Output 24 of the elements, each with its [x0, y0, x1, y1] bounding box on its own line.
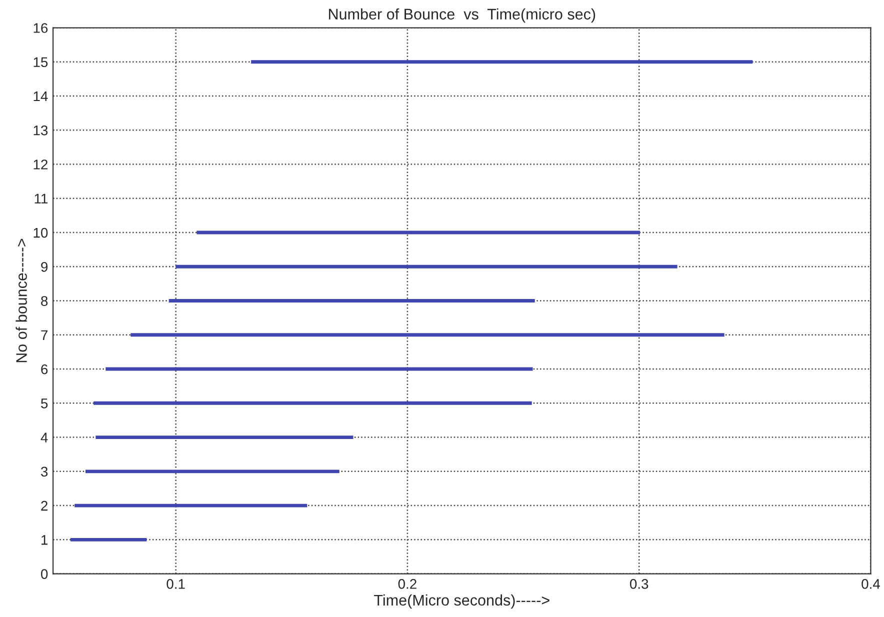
y-tick-label: 13 — [34, 125, 48, 136]
x-tick-label: 0.2 — [398, 579, 416, 589]
x-tick-label: 0.1 — [166, 579, 185, 589]
x-axis-title: Time(Micro seconds)-----> — [374, 594, 550, 609]
y-tick-label: 14 — [34, 92, 48, 102]
x-tick-label: 0.4 — [862, 579, 880, 589]
y-tick-label: 1 — [42, 535, 48, 545]
y-tick-label: 3 — [40, 466, 48, 477]
y-tick-label: 11 — [34, 194, 48, 204]
y-tick-label: 0 — [41, 569, 48, 579]
y-tick-label: 8 — [41, 296, 48, 306]
x-tick-label: 0.3 — [630, 579, 648, 589]
y-tick-label: 5 — [41, 398, 48, 408]
chart-title: Number of Bounce vs Time(micro sec) — [329, 8, 596, 23]
y-tick-label: 4 — [40, 432, 48, 442]
y-tick-label: 16 — [34, 23, 48, 33]
y-tick-label: 15 — [34, 57, 48, 68]
y-tick-label: 6 — [41, 364, 48, 374]
y-axis-title: No of bounce-----> — [16, 238, 27, 362]
y-tick-label: 10 — [34, 228, 48, 238]
y-tick-label: 7 — [41, 330, 48, 340]
y-tick-label: 12 — [34, 160, 48, 170]
y-tick-label: 9 — [41, 262, 48, 272]
y-tick-label: 2 — [41, 500, 48, 511]
